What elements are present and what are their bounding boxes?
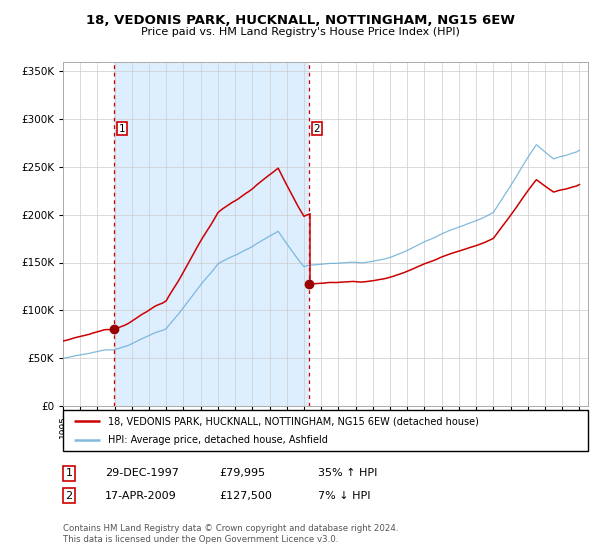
Text: Contains HM Land Registry data © Crown copyright and database right 2024.: Contains HM Land Registry data © Crown c… [63,524,398,533]
Text: This data is licensed under the Open Government Licence v3.0.: This data is licensed under the Open Gov… [63,535,338,544]
Text: Price paid vs. HM Land Registry's House Price Index (HPI): Price paid vs. HM Land Registry's House … [140,27,460,37]
Text: £127,500: £127,500 [219,491,272,501]
Text: 17-APR-2009: 17-APR-2009 [105,491,177,501]
Text: 18, VEDONIS PARK, HUCKNALL, NOTTINGHAM, NG15 6EW (detached house): 18, VEDONIS PARK, HUCKNALL, NOTTINGHAM, … [107,417,479,426]
Text: 7% ↓ HPI: 7% ↓ HPI [318,491,371,501]
Text: 2: 2 [313,124,320,134]
Text: 2: 2 [65,491,73,501]
Text: 18, VEDONIS PARK, HUCKNALL, NOTTINGHAM, NG15 6EW: 18, VEDONIS PARK, HUCKNALL, NOTTINGHAM, … [86,14,515,27]
Text: 1: 1 [65,468,73,478]
Text: £79,995: £79,995 [219,468,265,478]
Text: 35% ↑ HPI: 35% ↑ HPI [318,468,377,478]
Text: 29-DEC-1997: 29-DEC-1997 [105,468,179,478]
Text: 1: 1 [119,124,125,134]
Bar [115,62,309,406]
Text: HPI: Average price, detached house, Ashfield: HPI: Average price, detached house, Ashf… [107,435,328,445]
